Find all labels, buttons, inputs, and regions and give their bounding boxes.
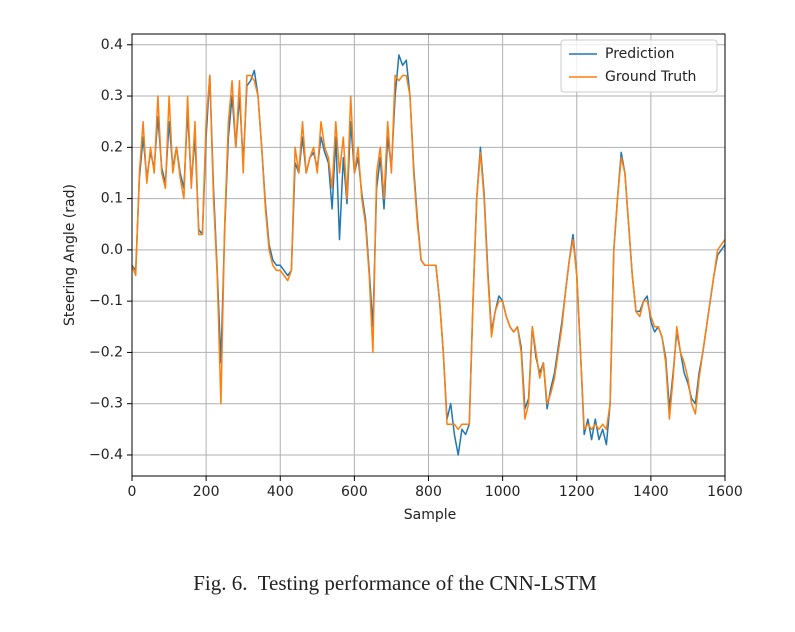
- y-tick-label: 0.1: [101, 191, 123, 207]
- y-tick-label: −0.1: [89, 293, 123, 309]
- y-tick-label: 0.3: [101, 88, 123, 104]
- legend-label: Prediction: [605, 46, 675, 62]
- plot-frame: [131, 33, 726, 477]
- y-tick-label: −0.4: [89, 447, 123, 463]
- legend-label: Ground Truth: [605, 69, 696, 85]
- y-tick-label: 0.0: [101, 242, 123, 258]
- y-tick-label: −0.2: [89, 344, 123, 360]
- x-tick-label: 800: [415, 484, 442, 500]
- x-tick-label: 400: [267, 484, 294, 500]
- x-tick-label: 1200: [559, 484, 595, 500]
- x-tick-label: 1600: [707, 484, 743, 500]
- caption: Fig. 6. Testing performance of the CNN-L…: [193, 571, 597, 595]
- y-tick-label: 0.4: [101, 37, 123, 53]
- y-axis-label: Steering Angle (rad): [62, 184, 78, 326]
- series-line: [131, 74, 726, 431]
- x-tick-label: 0: [128, 484, 137, 500]
- x-tick-label: 1000: [485, 484, 521, 500]
- y-tick-label: −0.3: [89, 396, 123, 412]
- y-tick-label: 0.2: [101, 139, 123, 155]
- x-tick-label: 600: [341, 484, 368, 500]
- legend-box: [560, 39, 718, 93]
- x-tick-label: 200: [193, 484, 220, 500]
- x-tick-label: 1400: [633, 484, 669, 500]
- x-axis-label: Sample: [404, 507, 457, 523]
